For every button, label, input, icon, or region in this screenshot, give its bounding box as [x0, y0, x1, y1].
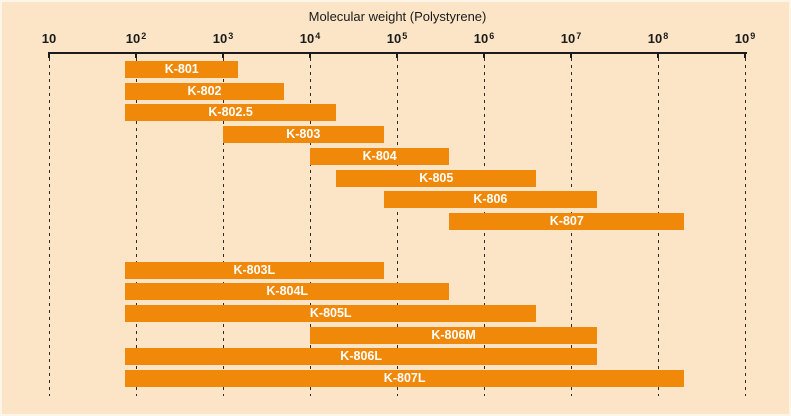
x-tick-label: 103 — [212, 31, 234, 46]
x-tick-label: 104 — [299, 31, 321, 46]
x-tick-label: 10 — [41, 31, 57, 46]
bar-k-802-5: K-802.5 — [125, 104, 337, 121]
bar-label: K-804L — [266, 284, 309, 298]
x-tick-label: 106 — [473, 31, 495, 46]
bar-k-806m: K-806M — [310, 327, 598, 344]
bar-label: K-801 — [164, 62, 199, 76]
bar-label: K-805 — [419, 171, 454, 185]
bar-label: K-807 — [549, 214, 584, 228]
bar-label: K-803L — [233, 263, 276, 277]
gridline — [745, 58, 746, 396]
bar-k-804: K-804 — [310, 148, 450, 165]
bar-label: K-802 — [187, 84, 222, 98]
x-tick-mark — [48, 54, 50, 58]
bar-k-801: K-801 — [125, 61, 239, 78]
x-axis-line — [48, 52, 747, 54]
bar-k-807: K-807 — [449, 213, 685, 230]
x-tick-label: 102 — [125, 31, 147, 46]
x-tick-label: 108 — [647, 31, 669, 46]
bar-label: K-806 — [473, 192, 508, 206]
x-tick-label: 107 — [560, 31, 582, 46]
bar-k-806: K-806 — [383, 191, 598, 208]
x-tick-mark — [483, 54, 485, 58]
gridline — [397, 58, 398, 396]
bar-label: K-803 — [286, 127, 321, 141]
chart-title: Molecular weight (Polystyrene) — [308, 9, 487, 24]
x-tick-mark — [570, 54, 572, 58]
bar-k-805l: K-805L — [125, 305, 537, 322]
bar-label: K-802.5 — [208, 105, 253, 119]
x-tick-mark — [222, 54, 224, 58]
bar-k-802: K-802 — [125, 83, 284, 100]
bar-k-803: K-803 — [223, 126, 384, 143]
x-tick-mark — [657, 54, 659, 58]
x-tick-mark — [135, 54, 137, 58]
bar-label: K-807L — [383, 371, 426, 385]
gridline — [310, 58, 311, 396]
x-tick-label: 109 — [734, 31, 756, 46]
bar-label: K-806L — [340, 349, 382, 363]
bar-k-804l: K-804L — [125, 283, 450, 300]
bar-label: K-806M — [431, 328, 476, 342]
gridline — [49, 58, 50, 396]
gridline — [136, 58, 137, 396]
x-tick-label: 105 — [386, 31, 408, 46]
x-tick-mark — [396, 54, 398, 58]
bar-k-806l: K-806L — [125, 348, 598, 365]
x-tick-mark — [744, 54, 746, 58]
bar-label: K-804 — [362, 149, 397, 163]
gridline — [223, 58, 224, 396]
x-tick-mark — [309, 54, 311, 58]
bar-k-807l: K-807L — [125, 370, 685, 387]
bar-label: K-805L — [309, 306, 352, 320]
bar-k-803l: K-803L — [125, 262, 384, 279]
bar-k-805: K-805 — [336, 170, 537, 187]
